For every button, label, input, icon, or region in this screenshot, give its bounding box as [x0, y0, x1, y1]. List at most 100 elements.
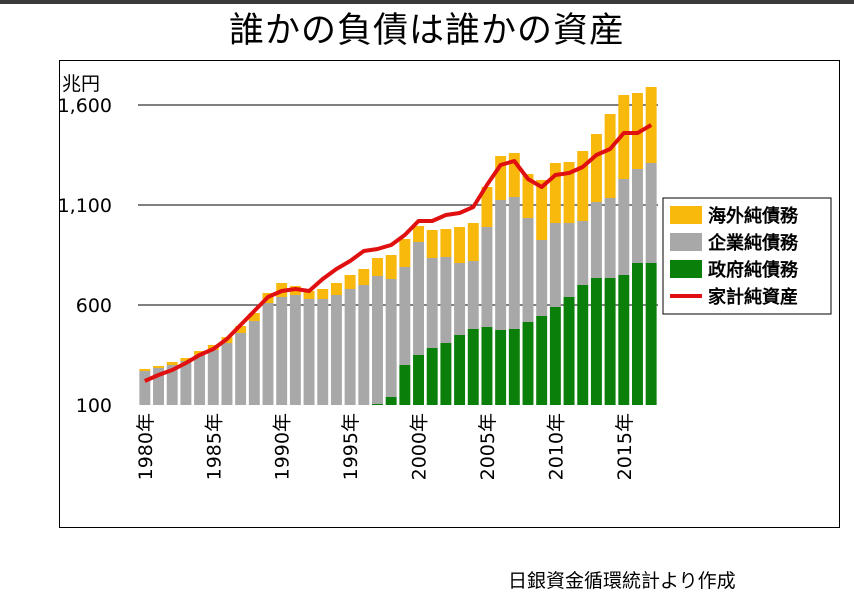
bar-segment [522, 322, 534, 405]
bar-segment [399, 239, 411, 267]
bar-segment [645, 263, 657, 405]
x-tick-label: 2000年 [409, 413, 431, 480]
bar-segment [235, 333, 247, 405]
bar-segment [289, 295, 301, 405]
bar-segment [481, 187, 493, 227]
bar-segment [536, 180, 548, 240]
bar-segment [372, 276, 383, 404]
bar-segment [549, 163, 561, 223]
bar-segment [495, 330, 507, 405]
source-note: 日銀資金循環統計より作成 [508, 570, 736, 592]
bar-segment [618, 179, 630, 275]
bar-segment [372, 258, 383, 276]
bar-segment [577, 221, 589, 285]
bar-segment [235, 326, 247, 333]
bar-segment [330, 283, 342, 295]
legend-label: 海外純債務 [708, 205, 799, 227]
bar-segment [139, 369, 151, 371]
bar-segment [522, 174, 534, 218]
bar-segment [248, 313, 260, 321]
x-tick-label: 1985年 [203, 413, 225, 480]
legend-label: 政府純債務 [708, 259, 799, 281]
x-tick-label: 2015年 [614, 413, 636, 480]
y-tick-label: 600 [76, 295, 112, 317]
bar-segment [372, 404, 383, 405]
bar-segment [549, 307, 561, 405]
bar-segment [604, 278, 616, 405]
chart-frame: 100 600 1,100 1,600 兆円 1980年 1985年 1990年 1995年 20… [59, 60, 840, 528]
bar-segment [413, 355, 424, 405]
bar-segment [385, 397, 397, 405]
bar-segment [385, 255, 397, 279]
y-tick-label: 1,100 [60, 195, 112, 217]
x-tick-label: 1980年 [135, 413, 157, 480]
bar-segment [139, 371, 151, 405]
bar-segment [467, 329, 479, 405]
bar-segment [604, 114, 616, 198]
bar-segment [549, 223, 561, 307]
bar-segment [632, 263, 643, 405]
bar-segment [440, 257, 452, 343]
bar-segment [153, 368, 164, 405]
bar-segment [248, 321, 260, 405]
bar-segment [467, 261, 479, 329]
bar-segment [618, 275, 630, 405]
y-tick-label: 1,600 [60, 95, 112, 117]
bar-segment [481, 327, 493, 405]
bar-segment [454, 335, 466, 405]
bar-segment [344, 275, 356, 289]
bar-segment [358, 269, 370, 285]
bar-segment [604, 198, 616, 278]
x-tick-label: 2010年 [545, 413, 567, 480]
bar-segment [221, 343, 233, 405]
bar-segment [413, 242, 424, 355]
bar-segment [563, 223, 575, 297]
bar-segment [495, 156, 507, 200]
bar-segment [440, 229, 452, 257]
bar-segment [413, 226, 424, 242]
bar-segment [563, 162, 575, 223]
bar-segment [344, 289, 356, 405]
bar-segment [194, 355, 206, 405]
bar-segment [563, 297, 575, 405]
bar-segment [454, 263, 466, 335]
bar-segment [536, 240, 548, 316]
bar-segment [536, 316, 548, 405]
legend-label: 家計純資産 [708, 286, 798, 308]
bar-segment [426, 230, 438, 258]
bar-segment [590, 202, 602, 278]
bar-segment [508, 197, 520, 329]
bar-segment [481, 227, 493, 327]
bar-segment [590, 134, 602, 202]
bar-segment [508, 153, 520, 197]
bar-segment [577, 151, 589, 221]
x-tick-label: 1995年 [340, 413, 362, 480]
bar-segment [399, 267, 411, 365]
bar-segment [440, 343, 452, 405]
bar-segment [632, 169, 643, 263]
bar-segment [180, 361, 192, 405]
bar-segment [495, 200, 507, 330]
bar-segment [317, 299, 329, 405]
bar-segment [207, 350, 219, 405]
x-tick-label: 2005年 [477, 413, 499, 480]
y-axis-unit-label: 兆円 [62, 73, 100, 95]
household-net-assets-line [143, 123, 653, 383]
bar-segment [358, 285, 370, 405]
legend-label: 企業純債務 [707, 232, 799, 254]
x-tick-label: 1990年 [272, 413, 294, 480]
bar-segment [303, 291, 315, 299]
bar-segment [276, 297, 288, 405]
legend-swatch [670, 206, 702, 224]
bar-segment [166, 362, 178, 365]
page-title: 誰かの負債は誰かの資産 [228, 11, 625, 51]
bar-segment [618, 95, 630, 179]
bar-segment [153, 366, 164, 368]
bar-segment [645, 163, 657, 263]
bar-segment [454, 227, 466, 263]
bar-segment [508, 329, 520, 405]
bar-segment [262, 303, 274, 405]
y-tick-label: 100 [76, 395, 112, 417]
bar-segment [330, 295, 342, 405]
bar-segment [590, 278, 602, 405]
